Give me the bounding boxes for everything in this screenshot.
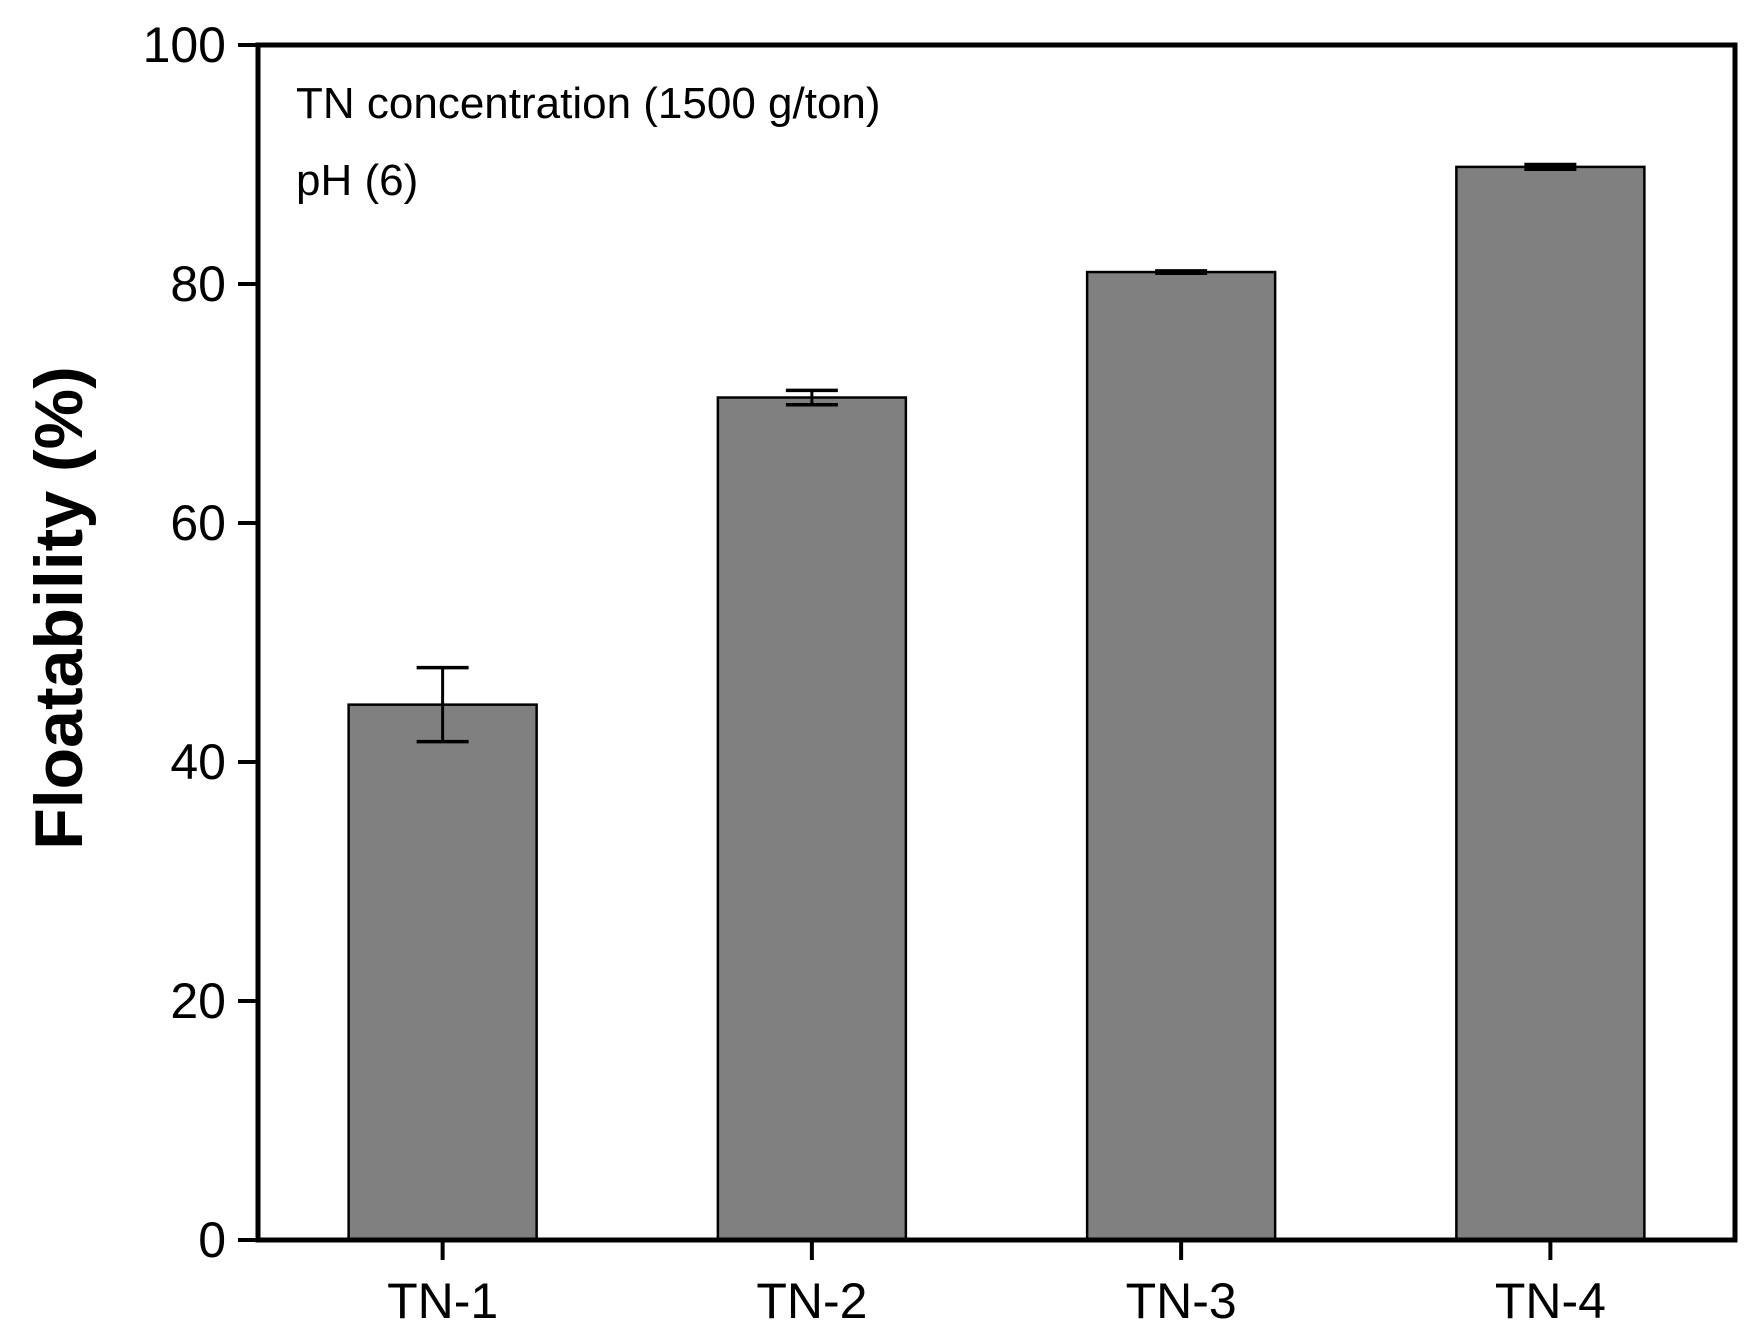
bar-tn-2 [716, 396, 908, 1242]
y-axis-title: Floatability (%) [21, 366, 97, 850]
labels-layer: Floatability (%) TN concentration (1500 … [21, 17, 1606, 1329]
axes-layer [238, 42, 1738, 1260]
error-bar-tn-4 [1524, 162, 1577, 172]
plot-frame [255, 42, 1738, 1243]
x-tick-label: TN-1 [387, 1273, 498, 1329]
y-tick-label: 100 [143, 17, 226, 73]
x-tick-label: TN-3 [1126, 1273, 1237, 1329]
y-tick-label: 20 [170, 973, 226, 1029]
y-tick-label: 80 [170, 256, 226, 312]
y-tick-label: 60 [170, 495, 226, 551]
x-tick-label: TN-2 [756, 1273, 867, 1329]
error-bar-tn-1 [416, 665, 469, 744]
x-tick-label: TN-4 [1495, 1273, 1606, 1329]
annotation-ph: pH (6) [296, 156, 418, 205]
bar-tn-1 [347, 703, 538, 1242]
bar-tn-4 [1455, 165, 1646, 1242]
error-bar-tn-3 [1155, 269, 1208, 275]
y-tick-label: 40 [170, 734, 226, 790]
bars-layer [347, 165, 1646, 1242]
error-bar-tn-2 [785, 388, 838, 407]
error-bars-layer [416, 162, 1577, 744]
annotation-concentration: TN concentration (1500 g/ton) [296, 79, 881, 128]
y-tick-label: 0 [198, 1212, 226, 1268]
bar-tn-3 [1085, 270, 1277, 1242]
